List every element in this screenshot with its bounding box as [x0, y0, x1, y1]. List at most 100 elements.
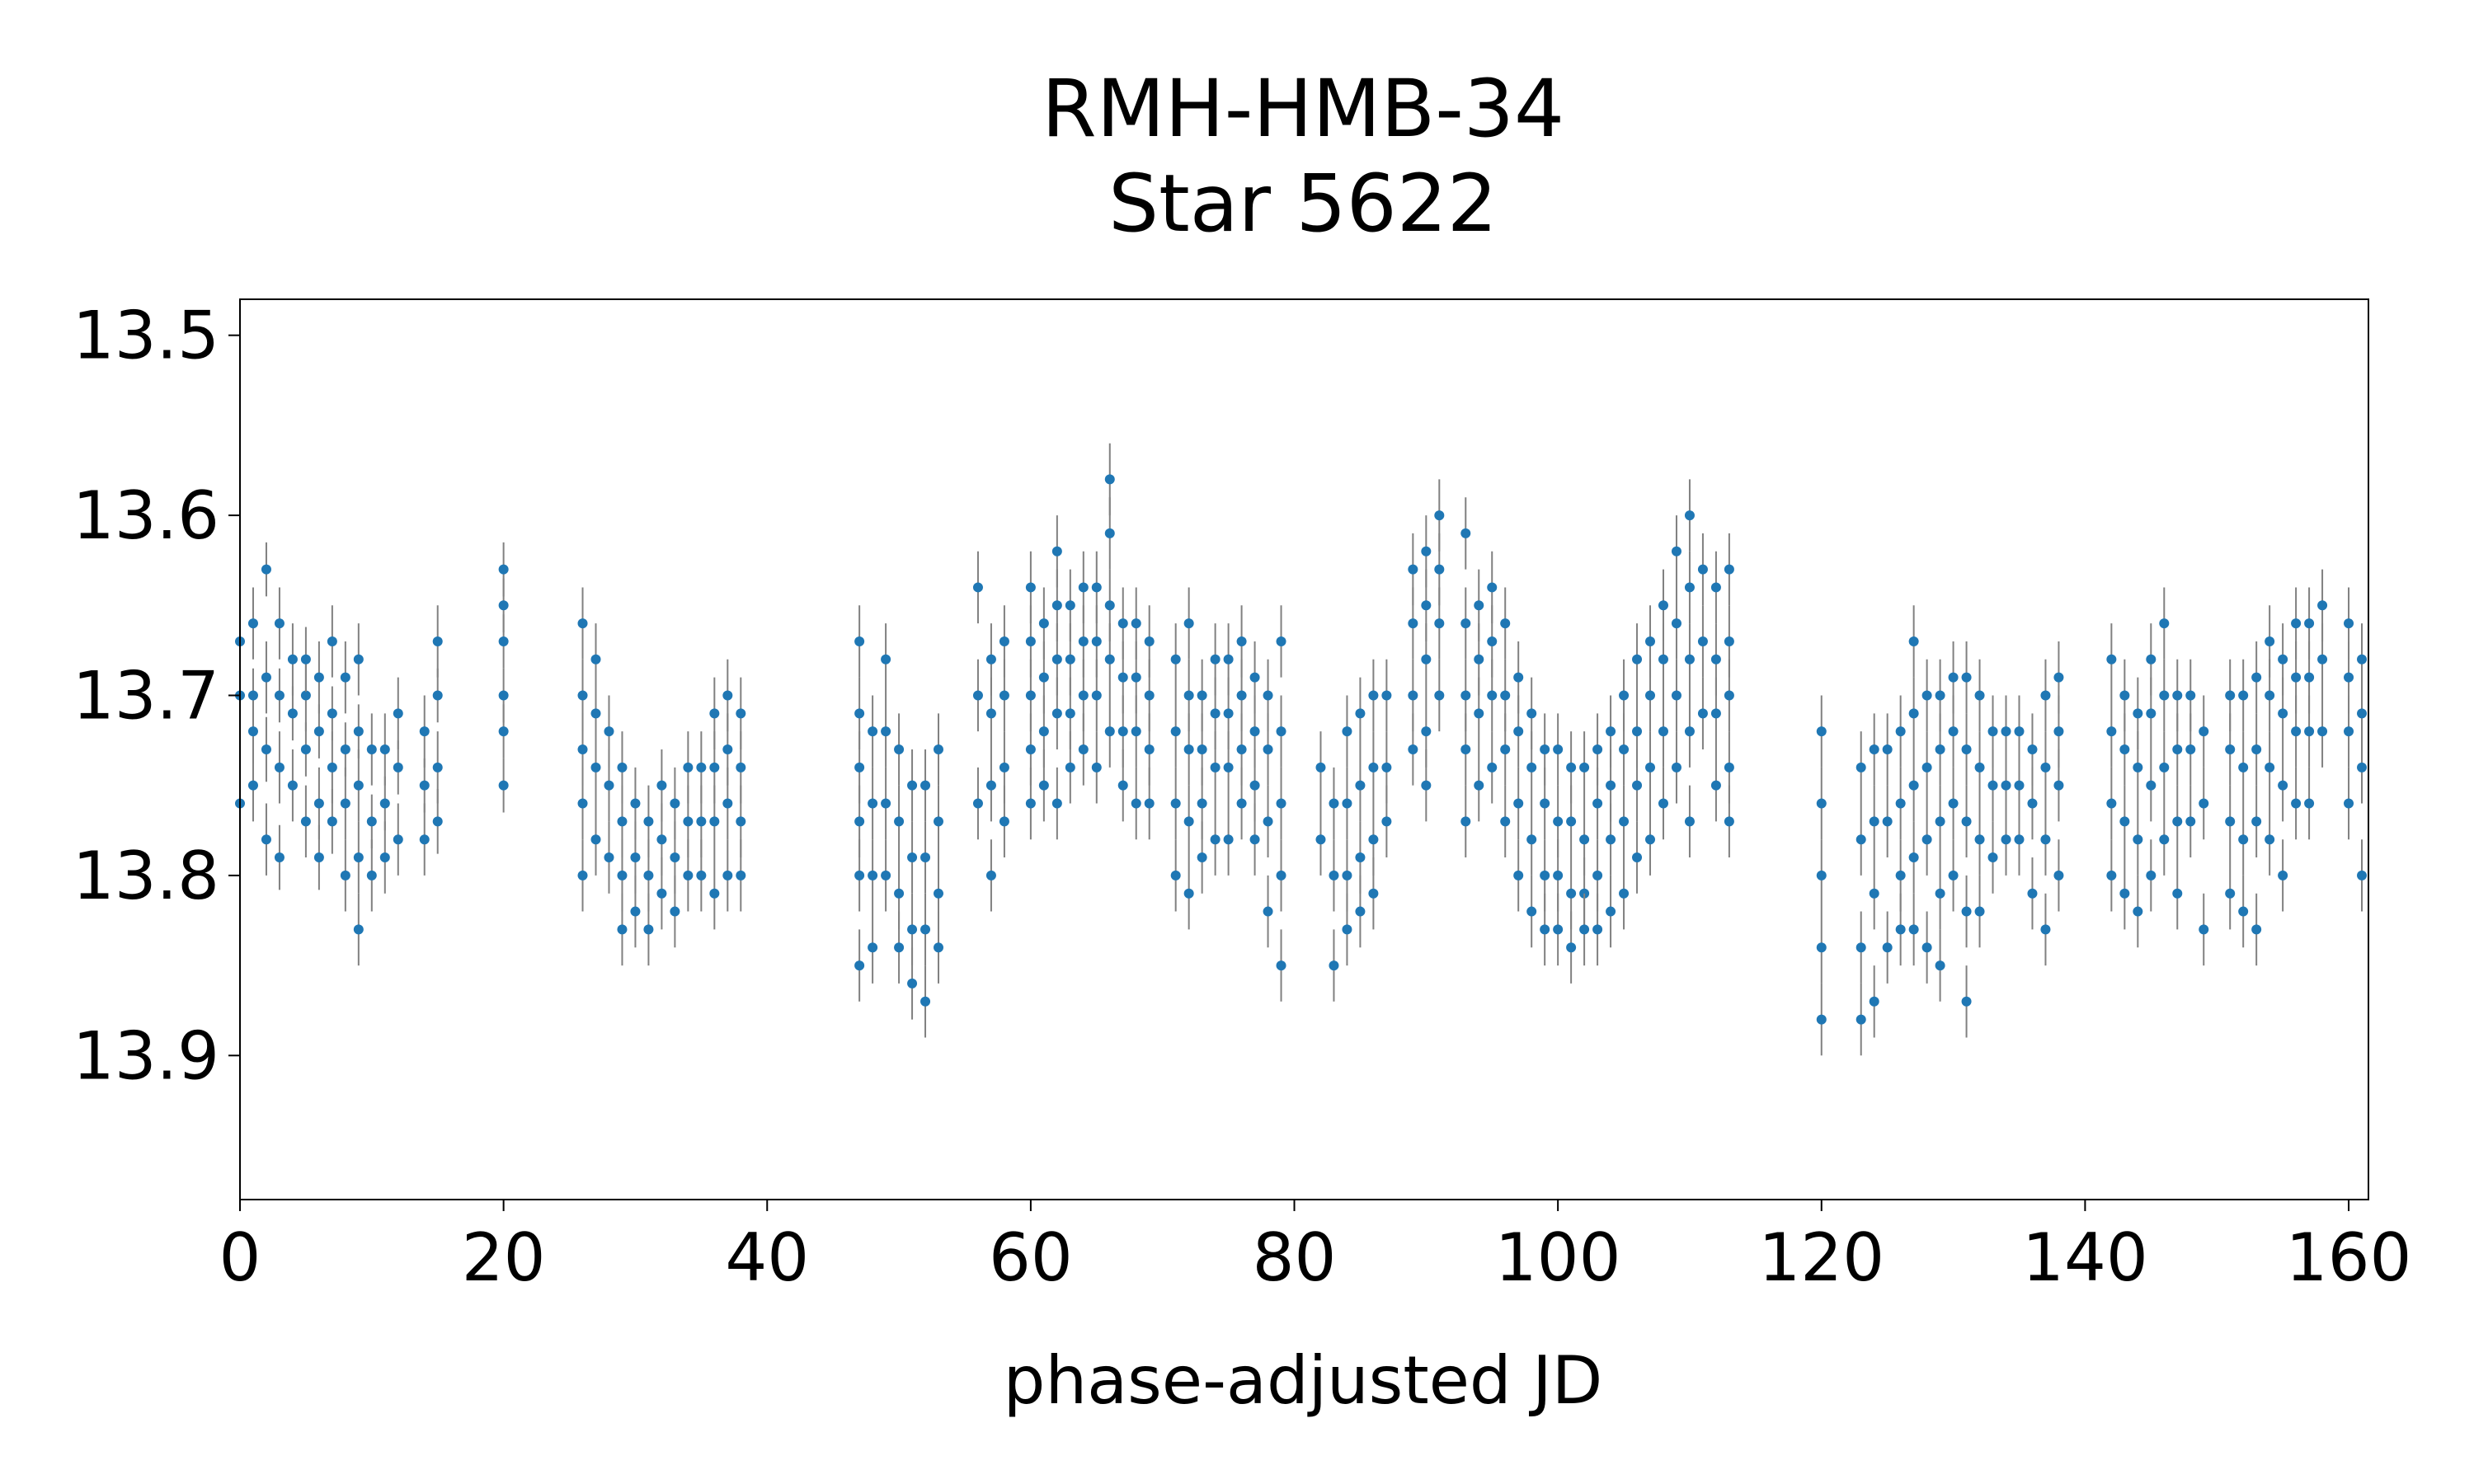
- data-point: [1921, 834, 1932, 845]
- data-point: [1408, 564, 1418, 575]
- data-point: [577, 618, 588, 629]
- data-point: [287, 708, 298, 719]
- data-point: [1408, 690, 1418, 701]
- data-point: [2304, 618, 2315, 629]
- data-point: [353, 726, 364, 737]
- data-point: [498, 690, 509, 701]
- data-point: [1460, 528, 1471, 538]
- data-point: [1460, 618, 1471, 629]
- data-point: [630, 906, 641, 917]
- data-point: [498, 780, 509, 791]
- data-point: [1091, 636, 1102, 646]
- data-point: [643, 816, 654, 827]
- data-point: [1671, 762, 1681, 773]
- data-point: [1474, 708, 1484, 719]
- data-point: [1619, 816, 1630, 827]
- data-point: [1935, 816, 1945, 827]
- data-point: [920, 852, 931, 863]
- data-point: [366, 744, 377, 754]
- data-point: [2172, 888, 2183, 899]
- data-point: [972, 690, 983, 701]
- data-point: [854, 708, 865, 719]
- data-point: [683, 870, 694, 881]
- data-point: [2225, 888, 2236, 899]
- data-point: [1236, 690, 1247, 701]
- data-point: [1606, 780, 1616, 791]
- data-point: [696, 816, 707, 827]
- data-point: [1236, 744, 1247, 754]
- data-point: [1065, 654, 1075, 665]
- data-point: [2172, 690, 2183, 701]
- data-point: [1816, 726, 1827, 737]
- data-point: [1104, 726, 1115, 737]
- data-point: [2053, 780, 2064, 791]
- data-point: [300, 654, 311, 665]
- data-point: [379, 744, 390, 754]
- data-point: [985, 870, 996, 881]
- data-point: [1606, 906, 1616, 917]
- data-point: [2317, 600, 2328, 611]
- data-point: [2278, 870, 2288, 881]
- data-point: [1710, 780, 1721, 791]
- data-point: [1025, 690, 1036, 701]
- data-point: [1869, 996, 1879, 1007]
- x-tick-label: 0: [219, 1219, 261, 1296]
- data-point: [393, 834, 403, 845]
- data-point: [854, 636, 865, 646]
- data-point: [432, 762, 443, 773]
- data-point: [1526, 906, 1537, 917]
- data-point: [590, 762, 601, 773]
- data-point: [2133, 834, 2143, 845]
- data-point: [1065, 762, 1075, 773]
- data-point: [1513, 870, 1524, 881]
- data-point: [274, 852, 285, 863]
- data-point: [2119, 744, 2130, 754]
- data-point: [2265, 690, 2275, 701]
- data-point: [1658, 798, 1668, 809]
- data-point: [274, 762, 285, 773]
- data-point: [934, 744, 944, 754]
- data-point: [1895, 798, 1906, 809]
- data-point: [2344, 798, 2354, 809]
- data-point: [1460, 690, 1471, 701]
- data-point: [300, 816, 311, 827]
- data-point: [1197, 798, 1207, 809]
- data-point: [2027, 888, 2038, 899]
- data-point: [1342, 924, 1352, 935]
- data-point: [1368, 888, 1379, 899]
- data-point: [1921, 690, 1932, 701]
- data-point: [1710, 582, 1721, 593]
- data-point: [2199, 726, 2209, 737]
- data-point: [604, 726, 614, 737]
- data-point: [1974, 906, 1985, 917]
- data-point: [300, 690, 311, 701]
- data-point: [1566, 762, 1577, 773]
- y-tick-label: 13.9: [73, 1017, 219, 1094]
- data-point: [1882, 744, 1893, 754]
- data-point: [393, 708, 403, 719]
- data-point: [1078, 636, 1089, 646]
- data-point: [1236, 798, 1247, 809]
- data-point: [2040, 690, 2051, 701]
- data-point: [881, 870, 891, 881]
- data-point: [498, 726, 509, 737]
- data-point: [1329, 960, 1339, 971]
- data-point: [1592, 870, 1603, 881]
- data-point: [656, 780, 667, 791]
- data-point: [868, 798, 878, 809]
- data-point: [1131, 672, 1141, 683]
- data-point: [854, 960, 865, 971]
- data-point: [1170, 798, 1181, 809]
- data-point: [1816, 798, 1827, 809]
- data-point: [1697, 564, 1708, 575]
- data-point: [1025, 582, 1036, 593]
- data-point: [1658, 600, 1668, 611]
- data-point: [1948, 798, 1959, 809]
- data-point: [722, 798, 733, 809]
- data-point: [1210, 708, 1221, 719]
- data-point: [985, 654, 996, 665]
- data-point: [313, 726, 324, 737]
- data-point: [1368, 690, 1379, 701]
- data-point: [894, 942, 905, 953]
